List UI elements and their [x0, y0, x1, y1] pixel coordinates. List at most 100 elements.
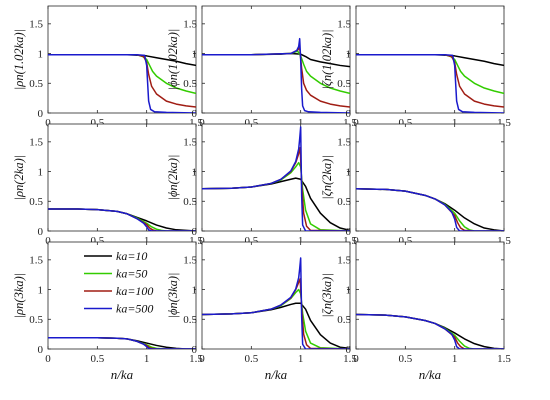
x-tick-label: 1 — [298, 235, 304, 247]
x-tick-label: 0 — [199, 353, 205, 365]
x-tick-label: 1 — [144, 235, 150, 247]
y-tick-label: 0 — [346, 226, 352, 238]
y-tick-label: 1 — [346, 284, 352, 296]
series-line-ka-500 — [48, 53, 196, 113]
axes-box — [47, 5, 197, 114]
y-tick-label: 0.5 — [29, 196, 43, 208]
y-tick-label: 0 — [38, 344, 44, 356]
series-line-ka-500 — [48, 208, 196, 231]
y-tick-label: 0 — [192, 108, 198, 120]
axes-box — [355, 123, 505, 232]
y-tick-label: 1.5 — [183, 137, 197, 149]
y-tick-label: 0 — [346, 108, 352, 120]
x-tick-label: 1.5 — [189, 353, 203, 365]
y-axis-label: |ζn(1.02ka)| — [320, 29, 334, 89]
axes-box — [355, 5, 505, 114]
y-tick-label: 1 — [192, 48, 198, 60]
series-line-ka-500 — [356, 53, 504, 113]
y-tick-label: 1 — [38, 166, 44, 178]
legend-entry: ka=50 — [116, 267, 147, 281]
x-tick-label: 1 — [298, 353, 304, 365]
y-axis-label: |ζn(2ka)| — [320, 155, 334, 200]
x-tick-label: 0 — [353, 117, 359, 129]
panel-zeta-2: 00.511.50 0.5 1 1.5|ζn(2ka)| — [320, 123, 511, 247]
y-tick-label: 1.5 — [29, 19, 43, 31]
panel-phi-2: 00.511.50 0.5 1 1.5|ϕn(2ka)| — [166, 123, 357, 247]
series-line-ka-500 — [202, 37, 350, 113]
x-tick-label: 1 — [452, 353, 458, 365]
x-tick-label: 0 — [45, 235, 51, 247]
series-line-ka-500 — [202, 257, 350, 349]
y-tick-label: 1.5 — [29, 255, 43, 267]
y-tick-label: 1 — [38, 284, 44, 296]
y-tick-label: 0.5 — [183, 78, 197, 90]
y-tick-label: 0 — [38, 108, 44, 120]
y-tick-label: 1.5 — [183, 19, 197, 31]
y-axis-label: |ϕn(2ka)| — [166, 155, 180, 201]
x-tick-label: 0 — [199, 117, 205, 129]
y-tick-label: 0 — [192, 344, 198, 356]
series-line-ka-500 — [356, 313, 504, 349]
y-tick-label: 1.5 — [29, 137, 43, 149]
x-tick-label: 1 — [298, 117, 304, 129]
y-tick-label: 0.5 — [183, 196, 197, 208]
panel-rho-1.02: 00.511.50 0.5 1 1.5|ρn(1.02ka)| — [12, 5, 203, 129]
panel-zeta-1.02: 00.511.50 0.5 1 1.5|ζn(1.02ka)| — [320, 5, 511, 129]
y-tick-label: 1.5 — [337, 19, 351, 31]
axes-box — [201, 123, 351, 232]
y-axis-label: |ζn(3ka)| — [320, 273, 334, 318]
y-axis-label: |ϕn(3ka)| — [166, 273, 180, 319]
y-axis-label: |ϕn(1.02ka)| — [166, 29, 180, 91]
y-tick-label: 1 — [192, 284, 198, 296]
x-tick-label: 0.5 — [90, 353, 104, 365]
axes-box — [355, 241, 505, 350]
y-axis-label: |ρn(1.02ka)| — [12, 29, 26, 90]
y-axis-label: |ρn(3ka)| — [12, 273, 26, 319]
x-axis-label: n/ka — [419, 367, 442, 382]
panel-zeta-3: 00.511.50 0.5 1 1.5|ζn(3ka)|n/ka — [320, 241, 511, 382]
axes-box — [201, 5, 351, 114]
x-tick-label: 0 — [199, 235, 205, 247]
x-tick-label: 0.5 — [398, 353, 412, 365]
legend-entry: ka=500 — [116, 302, 153, 316]
panel-phi-3: 00.511.50 0.5 1 1.5|ϕn(3ka)|n/ka — [166, 241, 357, 382]
y-tick-label: 1 — [346, 48, 352, 60]
panel-phi-1.02: 00.511.50 0.5 1 1.5|ϕn(1.02ka)| — [166, 5, 357, 129]
x-axis-label: n/ka — [111, 367, 134, 382]
legend-entry: ka=100 — [116, 284, 153, 298]
x-tick-label: 1 — [452, 117, 458, 129]
y-tick-label: 0.5 — [337, 78, 351, 90]
x-tick-label: 1 — [452, 235, 458, 247]
y-tick-label: 0.5 — [183, 314, 197, 326]
y-tick-label: 0.5 — [29, 78, 43, 90]
panel-rho-2: 00.511.50 0.5 1 1.5|ρn(2ka)| — [12, 123, 203, 247]
y-tick-label: 0 — [192, 226, 198, 238]
y-tick-label: 0.5 — [29, 314, 43, 326]
x-tick-label: 0 — [45, 117, 51, 129]
x-tick-label: 0 — [45, 353, 51, 365]
y-tick-label: 1.5 — [183, 255, 197, 267]
y-tick-label: 1 — [346, 166, 352, 178]
x-tick-label: 0.5 — [244, 353, 258, 365]
x-tick-label: 1.5 — [343, 353, 357, 365]
series-line-ka-500 — [48, 336, 196, 349]
series-line-ka-500 — [202, 126, 350, 231]
y-tick-label: 0 — [346, 344, 352, 356]
x-tick-label: 0 — [353, 353, 359, 365]
x-tick-label: 1 — [144, 117, 150, 129]
legend: ka=10 ka=50 ka=100 ka=500 — [82, 246, 194, 318]
y-tick-label: 0.5 — [337, 196, 351, 208]
axes-box — [201, 241, 351, 350]
y-tick-label: 1 — [192, 166, 198, 178]
y-tick-label: 0.5 — [337, 314, 351, 326]
y-tick-label: 0 — [38, 226, 44, 238]
panel-rho-3: 00.511.50 0.5 1 1.5|ρn(3ka)|n/kaka=10ka=50k… — [12, 241, 203, 382]
y-tick-label: 1.5 — [337, 137, 351, 149]
series-line-ka-500 — [356, 188, 504, 231]
y-axis-label: |ρn(2ka)| — [12, 155, 26, 201]
y-tick-label: 1 — [38, 48, 44, 60]
x-tick-label: 1 — [144, 353, 150, 365]
x-tick-label: 0 — [353, 235, 359, 247]
legend-entry: ka=10 — [116, 249, 147, 263]
